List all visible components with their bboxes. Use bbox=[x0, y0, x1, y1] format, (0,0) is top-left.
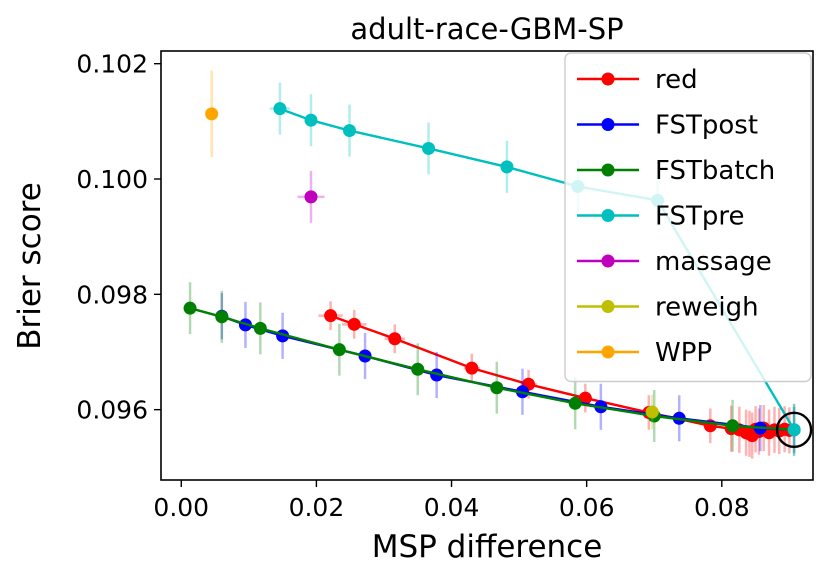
point-red bbox=[347, 317, 361, 331]
point-fstbatch bbox=[411, 362, 425, 376]
point-wpp bbox=[205, 107, 219, 121]
series-line-fstbatch bbox=[189, 307, 795, 431]
legend-item-wpp: WPP bbox=[577, 338, 712, 368]
legend: red FSTpost FSTbatch FSTpre massage reweigh WP… bbox=[564, 52, 812, 383]
y-tick-label: 0.096 bbox=[76, 396, 148, 425]
x-axis: 0.00 0.02 0.04 0.06 0.08 bbox=[153, 480, 750, 522]
point-red bbox=[324, 309, 338, 323]
legend-box bbox=[564, 52, 812, 383]
legend-item-massage: massage bbox=[577, 247, 772, 277]
point-fstpre bbox=[273, 102, 287, 116]
legend-item-red: red bbox=[577, 65, 698, 95]
legend-swatch-marker bbox=[601, 209, 615, 222]
point-red bbox=[388, 332, 402, 346]
x-tick-label: 0.06 bbox=[559, 493, 615, 522]
legend-label: FSTpre bbox=[655, 202, 745, 232]
y-axis: 0.096 0.098 0.100 0.102 bbox=[76, 50, 161, 425]
legend-item-reweigh: reweigh bbox=[577, 293, 759, 323]
legend-label: reweigh bbox=[655, 293, 759, 323]
x-tick-label: 0.04 bbox=[424, 493, 480, 522]
y-axis-label: Brier score bbox=[12, 182, 48, 350]
legend-label: FSTbatch bbox=[655, 156, 775, 186]
point-red bbox=[578, 391, 592, 405]
legend-item-fstpre: FSTpre bbox=[577, 202, 745, 232]
series-wpp bbox=[205, 70, 219, 158]
point-fstpre bbox=[343, 124, 357, 138]
point-fstbatch bbox=[490, 381, 504, 395]
chart-title: adult-race-GBM-SP bbox=[350, 12, 623, 46]
point-fstpre bbox=[500, 160, 514, 174]
plot-area bbox=[183, 70, 801, 459]
legend-swatch-marker bbox=[601, 345, 615, 359]
point-reweigh bbox=[645, 405, 659, 419]
y-tick-label: 0.100 bbox=[76, 165, 148, 194]
point-red bbox=[465, 361, 479, 375]
point-fstbatch bbox=[253, 321, 267, 335]
x-tick-label: 0.08 bbox=[694, 493, 750, 522]
point-fstbatch bbox=[568, 396, 582, 410]
legend-swatch-marker bbox=[601, 118, 615, 131]
point-fstbatch bbox=[215, 310, 229, 324]
point-massage bbox=[304, 190, 318, 204]
highlight-circle bbox=[775, 411, 813, 449]
axes-frame bbox=[160, 50, 814, 481]
legend-item-fstbatch: FSTbatch bbox=[577, 156, 775, 186]
legend-label: massage bbox=[655, 247, 772, 277]
x-axis-label: MSP difference bbox=[372, 529, 603, 565]
point-fstpre bbox=[787, 423, 801, 437]
point-fstpre bbox=[422, 141, 436, 155]
legend-swatch-marker bbox=[601, 254, 615, 268]
x-tick-label: 0.02 bbox=[289, 493, 345, 522]
point-fstpre bbox=[304, 113, 318, 127]
legend-label: red bbox=[655, 65, 698, 95]
point-fstbatch bbox=[332, 343, 346, 357]
series-massage bbox=[297, 170, 325, 223]
legend-swatch-marker bbox=[601, 300, 615, 313]
y-tick-label: 0.098 bbox=[76, 280, 148, 309]
y-tick-label: 0.102 bbox=[76, 50, 148, 79]
series-reweigh bbox=[645, 394, 659, 430]
x-tick-label: 0.00 bbox=[153, 493, 209, 522]
legend-label: WPP bbox=[655, 338, 712, 368]
legend-item-fstpost: FSTpost bbox=[577, 111, 758, 141]
legend-swatch-marker bbox=[601, 163, 615, 177]
point-fstbatch bbox=[183, 301, 197, 315]
point-fstbatch bbox=[726, 419, 740, 433]
legend-swatch-marker bbox=[601, 72, 615, 86]
legend-label: FSTpost bbox=[655, 111, 758, 141]
